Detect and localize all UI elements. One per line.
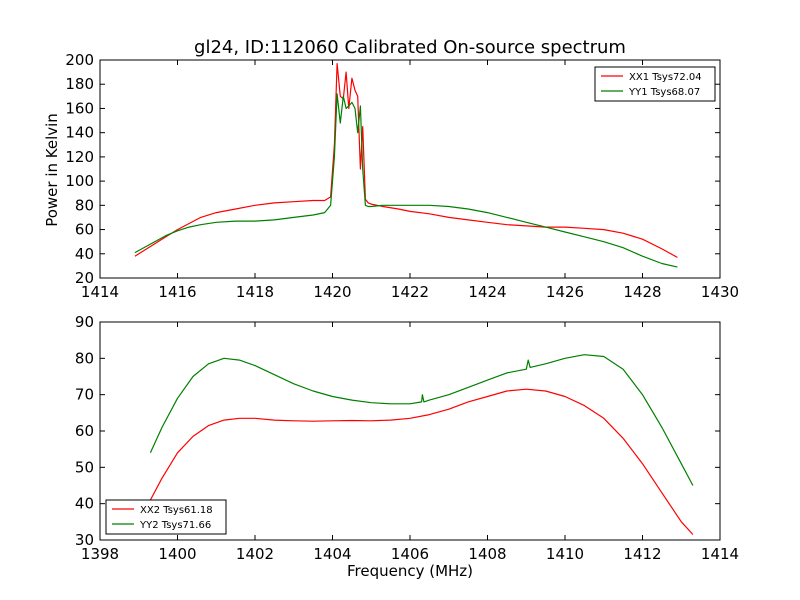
x-axis-label-bottom: Frequency (MHz) (347, 562, 473, 580)
y-tick-label: 100 (65, 172, 94, 190)
legend-label: XX2 Tsys61.18 (140, 505, 213, 516)
y-tick-label: 50 (75, 458, 94, 476)
y-tick-label: 90 (75, 313, 94, 331)
y-tick-label: 160 (65, 99, 94, 117)
x-tick-label: 1430 (701, 283, 739, 301)
x-tick-label: 1422 (391, 283, 429, 301)
y-tick-label: 80 (75, 196, 94, 214)
legend-box (594, 66, 716, 102)
x-tick-label: 1404 (313, 545, 351, 563)
x-tick-label: 1412 (623, 545, 661, 563)
series-line (149, 354, 694, 486)
top-spectrum-chart: 1414 1416 1418 1420 1422 1424 1426 1428 1430 20 40… (65, 51, 739, 301)
x-tick-label: 1398 (81, 545, 119, 563)
y-tick-label: 80 (75, 349, 94, 367)
legend-label: YY2 Tsys71.66 (139, 520, 211, 531)
x-tick-label: 1420 (313, 283, 351, 301)
x-tick-label: 1402 (236, 545, 274, 563)
figure-title: gl24, ID:112060 Calibrated On-source spe… (194, 37, 626, 58)
y-tick-label: 60 (75, 221, 94, 239)
x-tick-label: 1408 (468, 545, 506, 563)
y-tick-label: 40 (75, 245, 94, 263)
y-tick-label: 60 (75, 422, 94, 440)
y-tick-label: 140 (65, 124, 94, 142)
x-tick-label: 1400 (158, 545, 196, 563)
y-tick-label: 20 (75, 269, 94, 287)
y-tick-label: 40 (75, 495, 94, 513)
x-tick-label: 1418 (236, 283, 274, 301)
x-tick-label: 1406 (391, 545, 429, 563)
x-tick-label: 1424 (468, 283, 506, 301)
x-tick-label: 1414 (701, 545, 739, 563)
x-tick-label: 1410 (546, 545, 584, 563)
x-tick-label: 1426 (546, 283, 584, 301)
legend-label: YY1 Tsys68.07 (628, 87, 700, 98)
series-line (134, 62, 678, 258)
y-tick-label: 30 (75, 531, 94, 549)
x-tick-label: 1428 (623, 283, 661, 301)
x-tick-label: 1414 (81, 283, 119, 301)
series-line (134, 93, 678, 268)
series-line (149, 388, 694, 535)
y-tick-label: 70 (75, 386, 94, 404)
bottom-spectrum-chart: 1398 1400 1402 1404 1406 1408 1410 1412 1414 30 40… (75, 313, 739, 563)
legend-box (105, 499, 227, 535)
y-tick-label: 180 (65, 75, 94, 93)
legend-label: XX1 Tsys72.04 (629, 72, 702, 83)
y-axis-label-top: Power in Kelvin (43, 113, 61, 227)
x-tick-label: 1416 (158, 283, 196, 301)
y-tick-label: 200 (65, 51, 94, 69)
y-tick-label: 120 (65, 148, 94, 166)
